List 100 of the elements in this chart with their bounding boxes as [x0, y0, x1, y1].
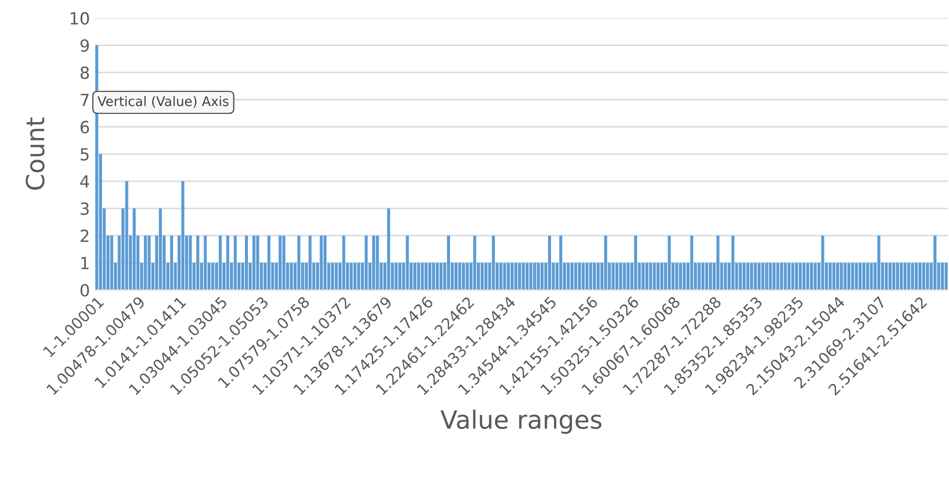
bar — [698, 262, 701, 290]
bar — [297, 236, 300, 290]
bar — [679, 262, 682, 290]
bar — [204, 236, 207, 290]
bar — [854, 262, 858, 290]
bar — [652, 262, 656, 290]
bar — [585, 262, 588, 290]
bar — [668, 236, 671, 290]
bar — [742, 262, 746, 290]
bar — [578, 262, 581, 290]
y-tick-label: 8 — [80, 66, 89, 80]
bar — [940, 262, 944, 290]
bar — [436, 262, 439, 290]
bar — [514, 262, 518, 290]
bar — [110, 236, 114, 290]
bar — [814, 262, 817, 290]
bar — [776, 262, 780, 290]
bar — [862, 262, 866, 290]
bar — [888, 262, 892, 290]
bar — [675, 262, 678, 290]
bar — [615, 262, 618, 290]
bar — [331, 262, 334, 290]
bar — [660, 262, 664, 290]
bar — [596, 262, 600, 290]
bar — [758, 262, 761, 290]
bar — [420, 262, 424, 290]
bar — [933, 236, 936, 290]
bar — [944, 262, 948, 290]
bar — [540, 262, 544, 290]
y-tick-label: 3 — [80, 202, 89, 215]
bar — [211, 262, 214, 290]
bar — [357, 262, 360, 290]
bar — [836, 262, 840, 290]
bar — [914, 262, 918, 290]
bar — [132, 208, 136, 290]
bar — [645, 262, 648, 290]
bar — [342, 236, 346, 290]
bar — [181, 181, 184, 290]
annotation: Vertical (Value) Axis — [98, 96, 228, 108]
bar — [394, 262, 398, 290]
bar — [95, 45, 98, 290]
bar — [506, 262, 510, 290]
bar — [896, 262, 900, 290]
bar — [731, 236, 734, 290]
bar — [372, 236, 376, 290]
bar — [548, 236, 552, 290]
bar — [765, 262, 768, 290]
bar — [768, 262, 772, 290]
bar — [798, 262, 802, 290]
bar — [626, 262, 630, 290]
bar — [716, 236, 720, 290]
bar — [559, 236, 562, 290]
bar — [522, 262, 525, 290]
bar — [536, 262, 540, 290]
bar — [705, 262, 708, 290]
bar — [484, 262, 488, 290]
bar — [918, 262, 922, 290]
bar — [649, 262, 652, 290]
bar — [376, 236, 379, 290]
bar — [840, 262, 843, 290]
bar — [656, 262, 660, 290]
y-tick-label: 9 — [80, 39, 89, 52]
bar — [844, 262, 847, 290]
bar — [810, 262, 813, 290]
bar — [780, 262, 784, 290]
bar — [387, 208, 390, 290]
bar — [795, 262, 798, 290]
bar — [188, 236, 192, 290]
bar — [432, 262, 436, 290]
bar — [791, 262, 794, 290]
bar — [622, 262, 626, 290]
bar — [518, 262, 522, 290]
bar — [440, 262, 443, 290]
bar — [320, 236, 323, 290]
bar — [701, 262, 704, 290]
bar — [256, 236, 260, 290]
y-tick-label: 6 — [80, 120, 89, 134]
bar — [533, 262, 536, 290]
bar — [398, 262, 402, 290]
bar — [234, 236, 237, 290]
bar — [866, 262, 870, 290]
bar — [492, 236, 495, 290]
y-axis-title: Count — [26, 118, 45, 190]
bar — [252, 236, 256, 290]
y-tick-label: 5 — [80, 148, 89, 161]
bar — [619, 262, 622, 290]
y-tick-label: 1 — [81, 256, 88, 270]
bar — [282, 236, 286, 290]
bar — [922, 262, 926, 290]
bar — [290, 262, 293, 290]
bar — [592, 262, 596, 290]
bar — [900, 262, 903, 290]
bar — [904, 262, 907, 290]
bar — [413, 262, 416, 290]
y-tick-label: 7 — [80, 94, 89, 106]
bar — [788, 262, 791, 290]
bar — [746, 262, 750, 290]
bar — [806, 262, 810, 290]
bar — [226, 236, 230, 290]
bar — [428, 262, 432, 290]
